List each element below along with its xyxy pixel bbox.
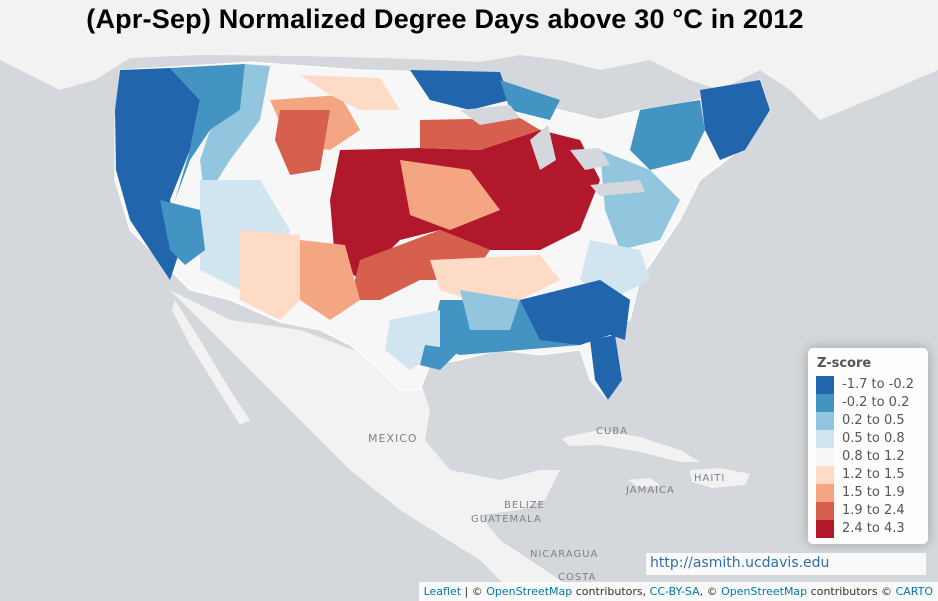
gulf-of-mexico	[430, 370, 590, 455]
osm-link-2[interactable]: OpenStreetMap	[721, 585, 808, 598]
hispaniola-land	[690, 468, 750, 488]
legend-swatch	[816, 430, 834, 448]
attribution-contributors: contributors,	[572, 585, 650, 598]
legend-label: -0.2 to 0.2	[842, 395, 910, 410]
map-label-haiti: HAITI	[694, 473, 726, 484]
carto-link[interactable]: CARTO	[895, 585, 933, 598]
page-title: (Apr-Sep) Normalized Degree Days above 3…	[86, 4, 804, 34]
legend-swatch	[816, 466, 834, 484]
legend-item: -0.2 to 0.2	[816, 394, 926, 412]
legend-swatch	[816, 376, 834, 394]
map-label-jamaica: JAMAICA	[626, 485, 675, 496]
legend-label: -1.7 to -0.2	[842, 377, 915, 392]
source-url[interactable]: http://asmith.ucdavis.edu	[650, 555, 830, 571]
legend: Z-score -1.7 to -0.2 -0.2 to 0.2 0.2 to 0.…	[808, 348, 928, 544]
legend-item: 2.4 to 4.3	[816, 520, 926, 538]
map-label-nicaragua: NICARAGUA	[530, 549, 599, 560]
cc-by-sa-link[interactable]: CC-BY-SA	[649, 585, 700, 598]
legend-swatch	[816, 502, 834, 520]
legend-item: 1.9 to 2.4	[816, 502, 926, 520]
legend-label: 1.2 to 1.5	[842, 467, 905, 482]
legend-swatch	[816, 448, 834, 466]
legend-swatch	[816, 520, 834, 538]
osm-link[interactable]: OpenStreetMap	[486, 585, 573, 598]
legend-item: 1.5 to 1.9	[816, 484, 926, 502]
legend-swatch	[816, 394, 834, 412]
mexico-land	[170, 290, 580, 601]
leaflet-link[interactable]: Leaflet	[423, 585, 462, 598]
legend-item: 1.2 to 1.5	[816, 466, 926, 484]
jamaica-land	[628, 478, 660, 488]
great-lakes	[460, 105, 645, 196]
legend-label: 0.2 to 0.5	[842, 413, 905, 428]
map-label-guatemala: GUATEMALA	[471, 514, 542, 525]
legend-item: 0.8 to 1.2	[816, 448, 926, 466]
attribution-separator-2: , ©	[699, 585, 722, 598]
attribution-contributors-2: contributors ©	[807, 585, 896, 598]
legend-label: 1.5 to 1.9	[842, 485, 905, 500]
map-label-belize: BELIZE	[504, 500, 545, 511]
attribution-bar: Leaflet | © OpenStreetMap contributors, …	[418, 582, 938, 601]
legend-item: 0.2 to 0.5	[816, 412, 926, 430]
url-box: http://asmith.ucdavis.edu	[646, 553, 926, 575]
map-label-mexico: MEXICO	[368, 432, 418, 445]
legend-label: 0.5 to 0.8	[842, 431, 905, 446]
legend-swatch	[816, 484, 834, 502]
canada-land	[0, 0, 938, 120]
legend-item: -1.7 to -0.2	[816, 376, 926, 394]
baja-land	[172, 300, 250, 425]
us-counties[interactable]	[114, 61, 771, 401]
map-label-costa: COSTA	[558, 572, 597, 583]
attribution-separator: | ©	[461, 585, 487, 598]
legend-label: 2.4 to 4.3	[842, 521, 905, 536]
cuba-land	[560, 430, 700, 462]
legend-swatch	[816, 412, 834, 430]
legend-title: Z-score	[817, 356, 872, 371]
legend-label: 1.9 to 2.4	[842, 503, 905, 518]
map-label-cuba: CUBA	[596, 426, 629, 437]
legend-label: 0.8 to 1.2	[842, 449, 905, 464]
legend-item: 0.5 to 0.8	[816, 430, 926, 448]
